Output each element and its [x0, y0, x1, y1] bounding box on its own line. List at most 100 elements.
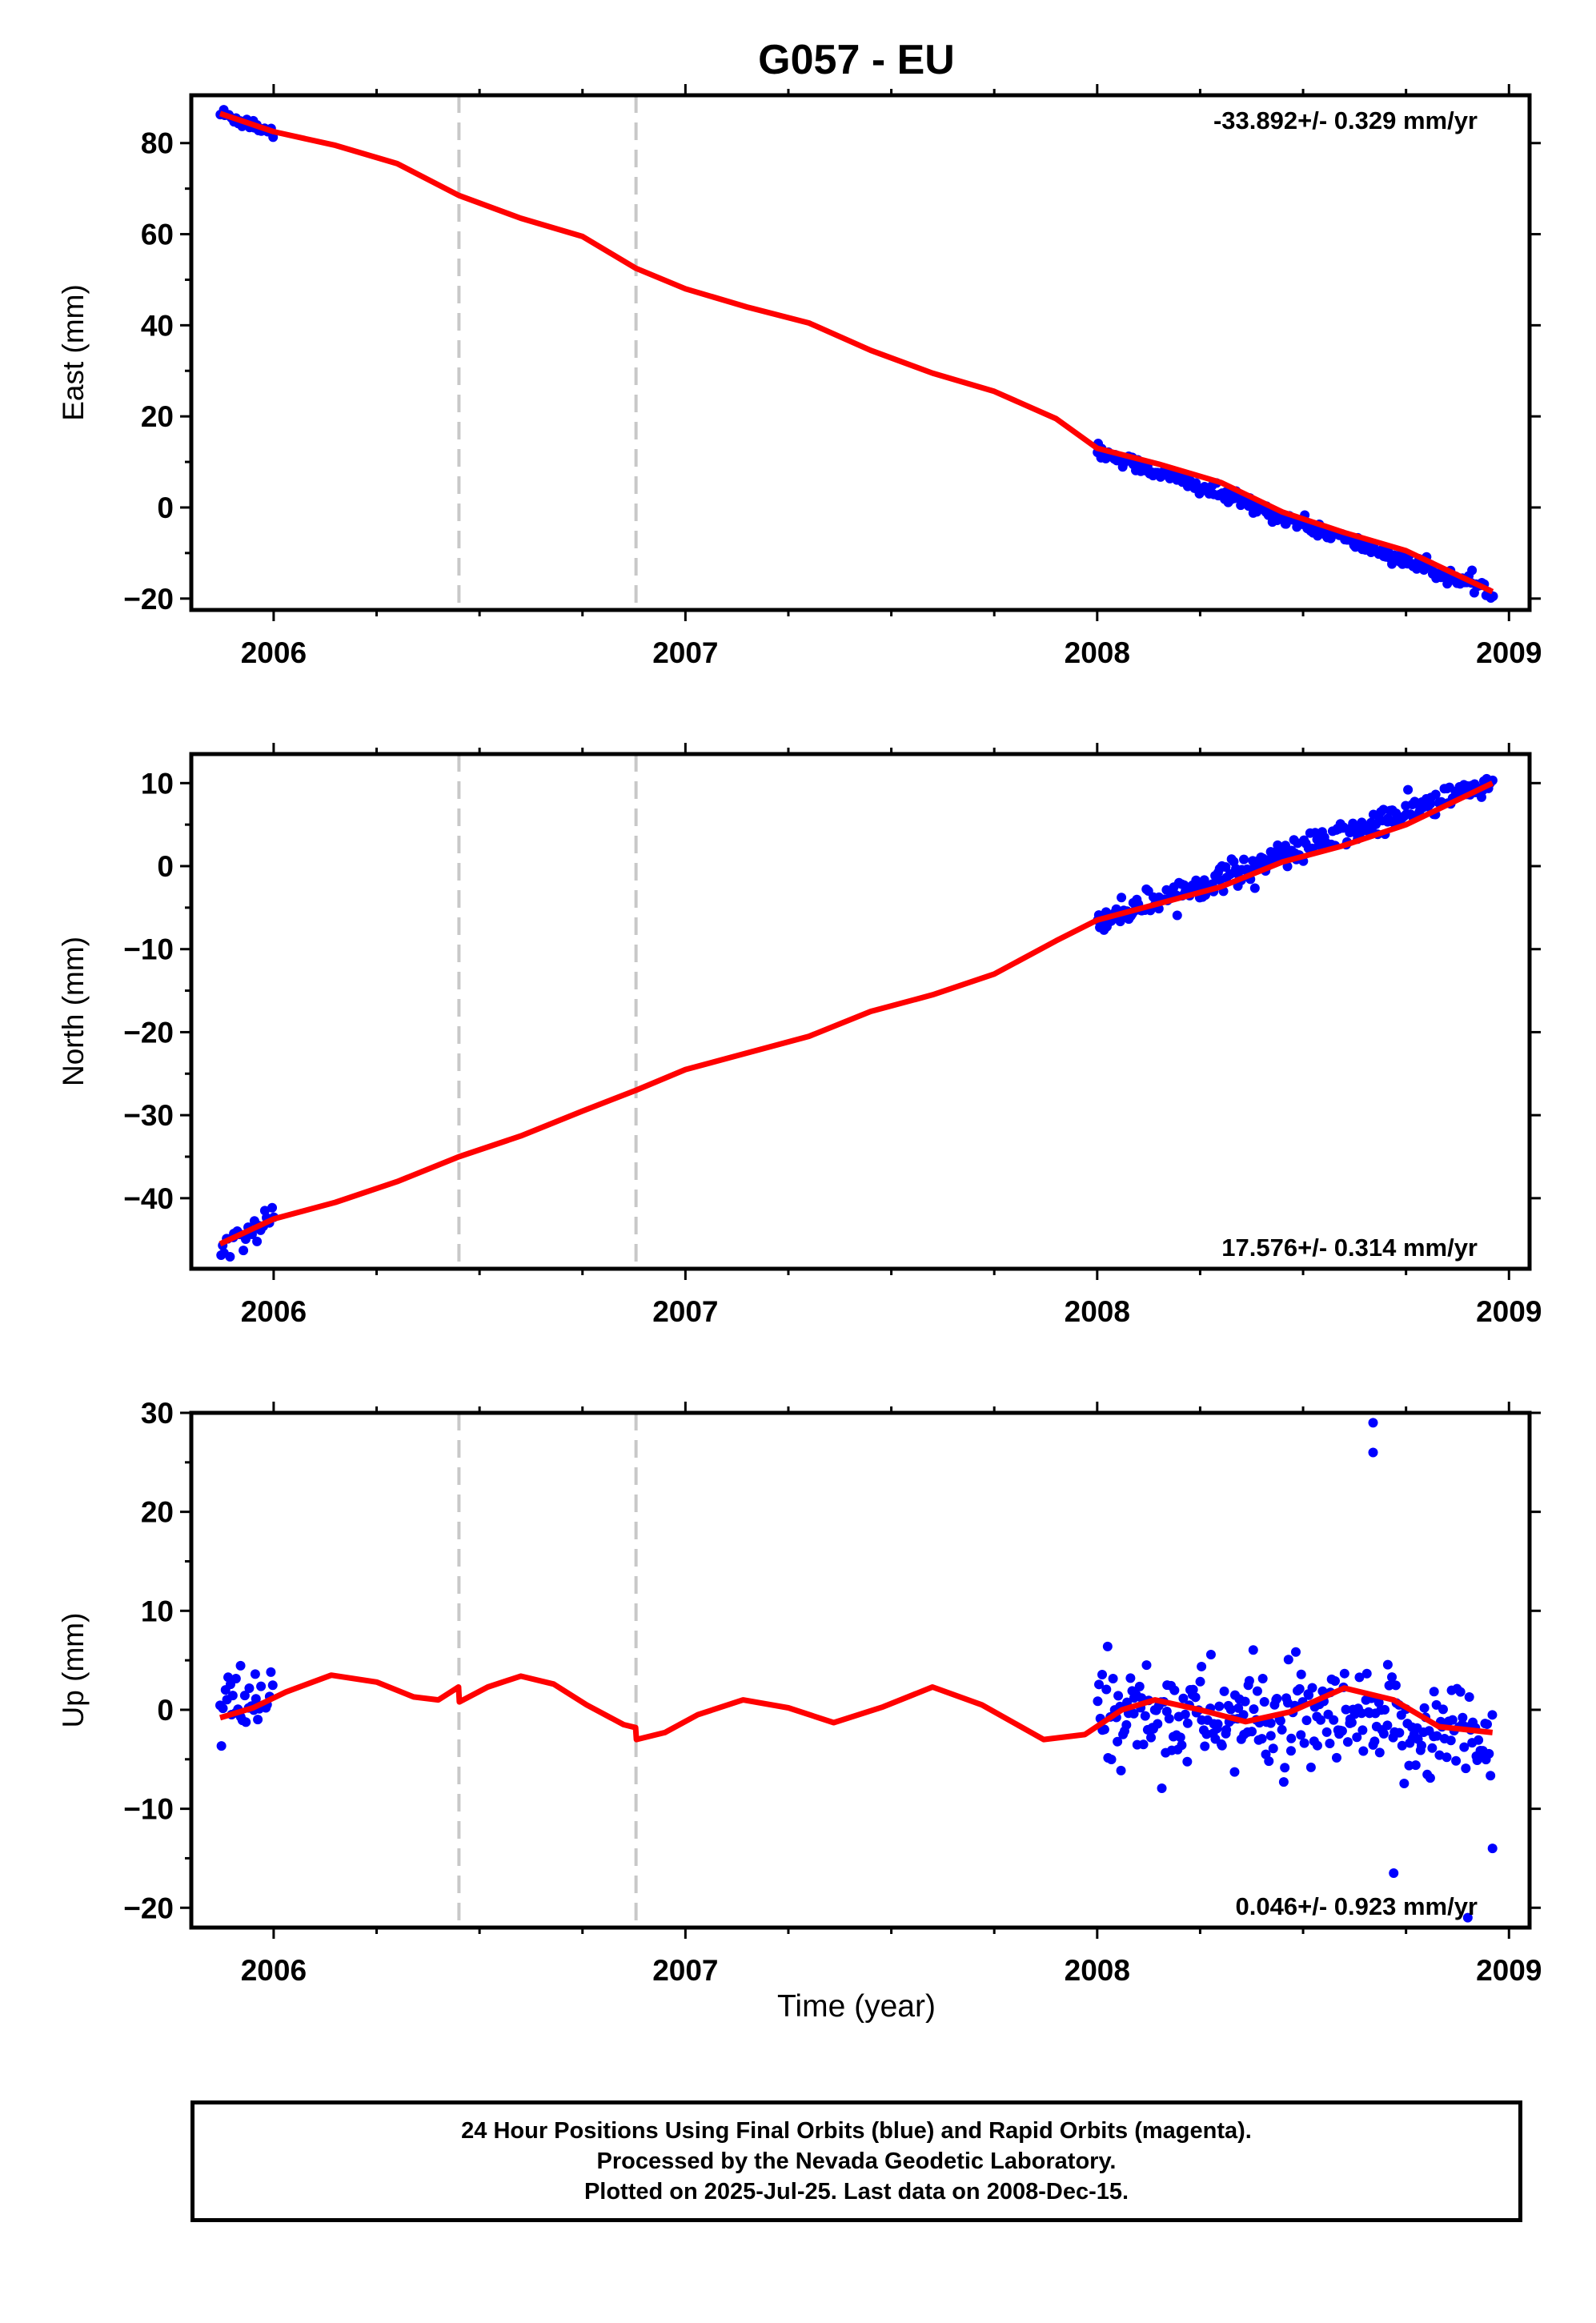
data-point: [1296, 1730, 1306, 1740]
data-point: [241, 1717, 251, 1727]
data-point: [1146, 1732, 1157, 1743]
data-point: [1277, 1724, 1287, 1735]
data-point: [1461, 1763, 1471, 1774]
data-point: [1278, 1777, 1289, 1787]
data-point: [1097, 1669, 1108, 1679]
data-point: [1134, 1681, 1145, 1691]
data-point: [1390, 1680, 1401, 1691]
data-point: [1425, 1773, 1435, 1783]
data-point: [1419, 1703, 1430, 1713]
data-point: [1447, 1715, 1458, 1725]
data-point: [1221, 862, 1231, 873]
data-point: [1283, 1655, 1293, 1665]
data-point: [1329, 1676, 1340, 1687]
y-tick-label: 10: [141, 1595, 174, 1627]
data-point: [1225, 1704, 1236, 1715]
data-point: [1257, 1734, 1267, 1744]
y-tick-label: 20: [141, 1496, 174, 1529]
data-point: [1264, 1756, 1274, 1767]
x-tick-label: 2007: [652, 1295, 718, 1328]
y-tick-label: 30: [141, 1397, 174, 1430]
data-point: [1093, 1696, 1103, 1707]
data-point: [225, 1252, 235, 1262]
panel-1: −40 −30 −20 −10 0 10 2006 2007 2008 2009 North (mm…: [57, 743, 1542, 1328]
data-point: [1099, 1724, 1109, 1735]
data-point: [1116, 1765, 1126, 1775]
data-point: [1369, 1736, 1380, 1747]
data-point: [1434, 1750, 1445, 1760]
data-point: [1427, 1743, 1438, 1753]
data-point: [235, 1660, 246, 1671]
data-point: [1299, 1738, 1309, 1748]
data-point: [1182, 1756, 1193, 1767]
data-point: [1296, 1669, 1306, 1679]
data-point: [1205, 1649, 1216, 1659]
data-point: [256, 1681, 267, 1691]
data-point: [1397, 1740, 1407, 1751]
data-point: [1482, 1719, 1492, 1729]
y-tick-label: −10: [123, 1793, 174, 1826]
data-point: [1451, 1755, 1462, 1766]
data-point: [1382, 1659, 1393, 1670]
data-point: [1214, 1701, 1225, 1711]
data-point: [1416, 1740, 1426, 1751]
data-point: [1213, 1719, 1223, 1729]
data-point: [1467, 565, 1478, 576]
x-tick-label: 2007: [652, 636, 718, 669]
data-point: [1459, 1742, 1470, 1752]
data-point: [227, 1691, 238, 1701]
panel-0: −20 0 20 40 60 80 2006 2007 2008 2009 East (mm) -33…: [57, 84, 1542, 669]
plot-frame: [189, 93, 1532, 612]
data-point: [1361, 1668, 1372, 1679]
data-point: [1339, 1668, 1349, 1679]
data-point: [1286, 1733, 1297, 1743]
data-point: [1342, 1737, 1353, 1747]
data-point: [1352, 1732, 1362, 1743]
data-point: [1247, 1727, 1257, 1737]
rate-annotation: 17.576+/- 0.314 mm/yr: [1221, 1234, 1478, 1262]
data-point: [1217, 1740, 1227, 1751]
data-point: [1368, 1418, 1378, 1428]
data-point: [1329, 1715, 1339, 1725]
data-point: [1399, 1778, 1410, 1788]
data-point: [1357, 1725, 1368, 1735]
data-point: [1244, 1675, 1254, 1686]
x-tick-label: 2009: [1476, 1954, 1542, 1987]
data-point: [1190, 1692, 1201, 1703]
data-point: [1442, 1752, 1452, 1763]
data-point: [1178, 1693, 1189, 1703]
data-point: [1265, 1718, 1276, 1728]
data-point: [244, 1683, 255, 1693]
y-axis-label: North (mm): [57, 937, 90, 1086]
model-line: [219, 110, 1494, 595]
data-point: [1394, 1727, 1405, 1738]
x-tick-label: 2006: [241, 636, 307, 669]
y-tick-label: 10: [141, 767, 174, 800]
data-point: [1177, 1740, 1187, 1751]
y-tick-label: −20: [123, 1892, 174, 1924]
x-tick-label: 2009: [1476, 1295, 1542, 1328]
x-tick-label: 2007: [652, 1954, 718, 1987]
data-point: [1382, 1720, 1393, 1731]
data-point: [239, 1246, 249, 1256]
y-tick-label: −20: [123, 583, 174, 616]
data-point: [1378, 1728, 1389, 1739]
data-point: [1248, 1645, 1258, 1655]
y-tick-label: −10: [123, 933, 174, 966]
data-points: [215, 1418, 1498, 1923]
data-point: [1272, 1694, 1282, 1704]
data-point: [1200, 1741, 1210, 1751]
data-point: [1113, 1736, 1123, 1747]
data-point: [1487, 1710, 1498, 1720]
data-point: [1484, 1748, 1494, 1759]
data-point: [1458, 1712, 1468, 1723]
footer-line-1: 24 Hour Positions Using Final Orbits (bl…: [461, 2118, 1252, 2144]
data-point: [1257, 1673, 1268, 1683]
y-tick-label: 0: [157, 1694, 174, 1727]
data-point: [1106, 1754, 1117, 1764]
data-point: [1462, 1912, 1473, 1923]
x-tick-label: 2009: [1476, 636, 1542, 669]
data-point: [1249, 1704, 1259, 1715]
data-point: [216, 1741, 227, 1751]
data-points: [215, 105, 1498, 603]
